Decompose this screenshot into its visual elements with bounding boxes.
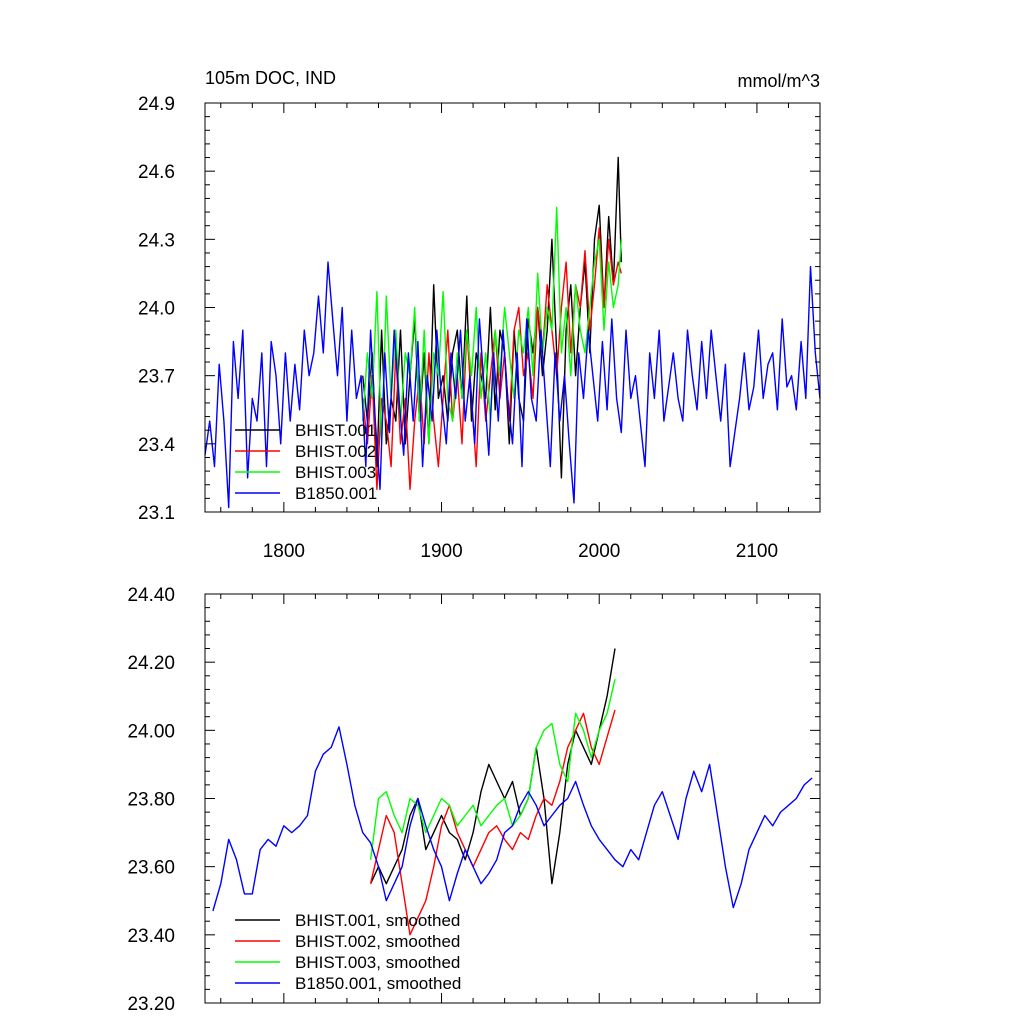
legend-label: BHIST.002 [295,442,376,461]
axis-ticks: 23.20 23.40 23.60 23.80 24.00 24.20 24.40 [127,585,821,1015]
y-tick-label: 23.60 [127,858,175,879]
y-tick-label: 23.7 [138,367,175,388]
x-tick-label: 1800 [263,541,305,562]
x-tick-label: 1900 [420,541,462,562]
series-line-b1850-001 [204,261,821,509]
y-tick-label: 23.40 [127,926,175,947]
series-group [204,156,821,509]
x-tick-label: 2100 [736,541,778,562]
legend: BHIST.001, smoothed BHIST.002, smoothed BH… [235,911,461,993]
y-tick-label: 23.1 [138,503,175,524]
series-line-bhist-003-smoothed [369,679,616,860]
legend: BHIST.001 BHIST.002 BHIST.003 B1850.001 [235,421,377,503]
legend-label: BHIST.001, smoothed [295,911,460,930]
series-line-bhist-003 [362,206,622,445]
top-panel: 105m DOC, IND mmol/m^3 23.123.423.724.02… [138,68,821,562]
y-tick-label: 24.40 [127,585,175,606]
x-tick-label: 2000 [578,541,620,562]
y-tick-label: 24.9 [138,94,175,115]
units-label: mmol/m^3 [738,71,820,91]
y-tick-label: 23.80 [127,790,175,811]
series-line-bhist-002-smoothed [369,709,616,936]
legend-label: BHIST.003, smoothed [295,953,460,972]
y-tick-label: 24.0 [138,299,175,320]
legend-label: B1850.001 [295,484,377,503]
series-line-b1850-001-smoothed [212,726,813,912]
legend-label: BHIST.002, smoothed [295,932,460,951]
series-line-bhist-001-smoothed [369,648,616,885]
y-tick-label: 23.20 [127,994,175,1015]
legend-label: B1850.001, smoothed [295,974,461,993]
y-tick-label: 23.4 [138,435,175,456]
y-tick-label: 24.6 [138,162,175,183]
y-tick-label: 24.3 [138,230,175,251]
y-tick-label: 24.20 [127,653,175,674]
panel-title: 105m DOC, IND [205,68,336,88]
bottom-panel: 23.20 23.40 23.60 23.80 24.00 24.20 24.40 BHIS… [127,585,821,1015]
series-group [212,648,813,936]
legend-label: BHIST.003 [295,463,376,482]
legend-label: BHIST.001 [295,421,376,440]
axis-ticks: 23.1 23.4 23.7 24.0 24.3 24.6 24.9 1800 1900 2000… [138,94,821,562]
y-tick-label: 24.00 [127,721,175,742]
